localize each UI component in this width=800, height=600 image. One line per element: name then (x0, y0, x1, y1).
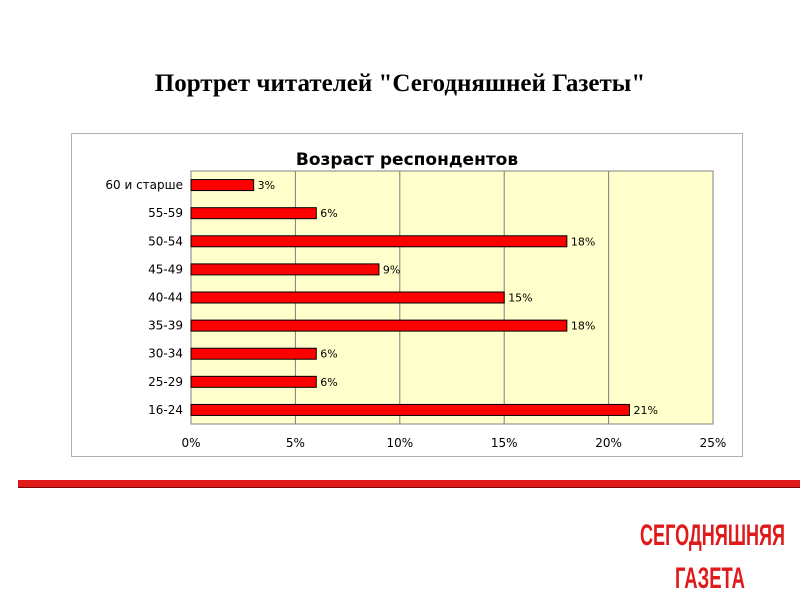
x-tick-label: 15% (491, 436, 518, 450)
bar-value-label: 6% (320, 376, 337, 389)
x-tick-label: 5% (286, 436, 305, 450)
bar-value-label: 15% (508, 292, 532, 305)
category-label: 35-39 (148, 319, 183, 333)
category-label: 40-44 (148, 291, 183, 305)
bar-value-label: 21% (633, 404, 657, 417)
category-label: 25-29 (148, 375, 183, 389)
bar-value-label: 3% (258, 179, 275, 192)
bar (190, 375, 317, 388)
x-tick-label: 10% (386, 436, 413, 450)
bar-value-label: 6% (320, 207, 337, 220)
bar (190, 207, 317, 220)
bar-value-label: 6% (320, 348, 337, 361)
category-label: 50-54 (148, 234, 183, 248)
category-label: 55-59 (148, 206, 183, 220)
footer-rule-shadow (18, 487, 800, 488)
chart-title: Возраст респондентов (296, 150, 518, 170)
age-bar-chart: Возраст респондентов 3% 6% 18% 9% 15% 18% 6% 6%… (105, 150, 727, 450)
category-label: 16-24 (148, 403, 183, 417)
bar (190, 347, 317, 360)
bar-value-label: 18% (571, 320, 595, 333)
category-label: 45-49 (148, 262, 183, 276)
bar (190, 319, 568, 332)
svg-text:ГАЗЕТА: ГАЗЕТА (675, 562, 745, 595)
svg-text:СЕГОДНЯШНЯЯ: СЕГОДНЯШНЯЯ (640, 519, 785, 552)
bar-value-label: 18% (571, 235, 595, 248)
chart-frame: Возраст респондентов 3% 6% 18% 9% 15% 18% 6% 6%… (71, 133, 743, 457)
bar (190, 179, 255, 192)
x-tick-label: 25% (700, 436, 727, 450)
slide-title: Портрет читателей "Сегодняшней Газеты" (154, 70, 646, 97)
x-tick-label: 20% (595, 436, 622, 450)
bar (190, 403, 630, 416)
bar (190, 235, 568, 248)
category-label: 60 и старше (105, 178, 183, 192)
footer-rule (18, 480, 800, 487)
bar (190, 263, 380, 276)
bar-value-label: 9% (383, 263, 400, 276)
bar (190, 291, 505, 304)
x-tick-label: 0% (181, 436, 200, 450)
category-label: 30-34 (148, 347, 183, 361)
